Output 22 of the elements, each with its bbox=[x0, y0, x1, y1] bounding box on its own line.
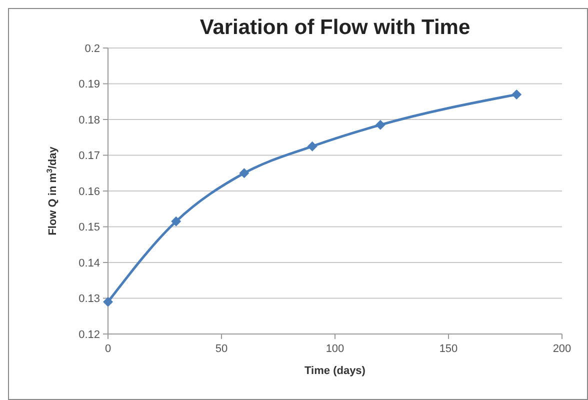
x-axis-title: Time (days) bbox=[304, 365, 366, 377]
y-tick-label: 0.13 bbox=[78, 293, 100, 306]
point bbox=[171, 216, 182, 226]
y-tick-label: 0.15 bbox=[78, 222, 100, 234]
point bbox=[307, 141, 318, 152]
y-tick-label: 0.16 bbox=[78, 186, 100, 198]
y-tick-label: 0.2 bbox=[84, 42, 100, 55]
point bbox=[512, 89, 522, 100]
x-tick-label: 100 bbox=[326, 343, 344, 355]
y-tick-label: 0.17 bbox=[78, 150, 100, 162]
x-tick-label: 0 bbox=[104, 343, 112, 355]
x-tick-label: 200 bbox=[552, 343, 572, 355]
point bbox=[239, 168, 250, 178]
point bbox=[375, 120, 386, 130]
point bbox=[103, 296, 113, 307]
y-tick-label: 0.12 bbox=[78, 328, 100, 341]
y-tick-label: 0.18 bbox=[78, 114, 100, 126]
y-tick-label: 0.19 bbox=[78, 78, 100, 91]
y-tick-label: 0.14 bbox=[78, 257, 100, 270]
x-tick-label: 50 bbox=[215, 343, 228, 355]
x-tick-label: 150 bbox=[439, 343, 458, 355]
chart-title: Variation of Flow with Time bbox=[200, 16, 470, 39]
